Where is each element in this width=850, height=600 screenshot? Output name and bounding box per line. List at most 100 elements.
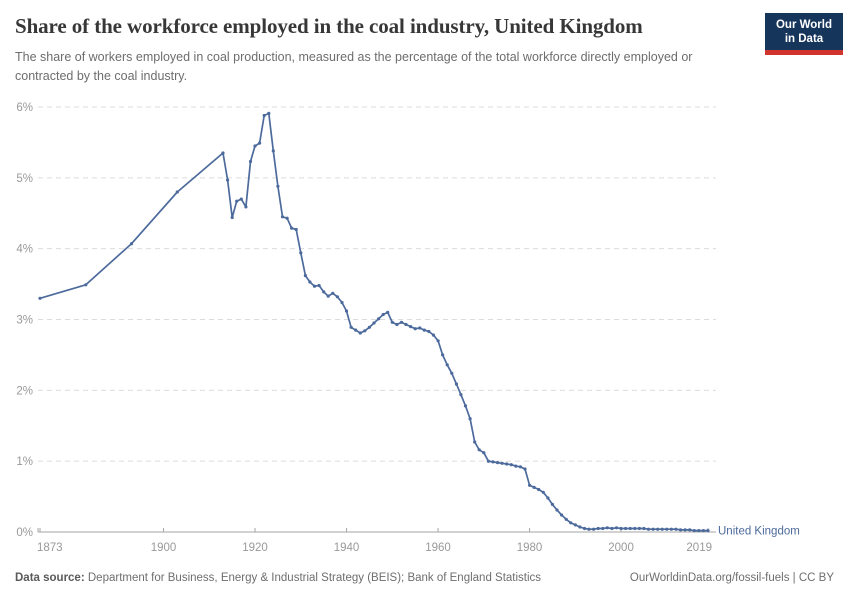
data-point-marker [377,317,381,321]
y-tick-label: 2% [16,385,33,397]
y-tick-label: 1% [16,456,33,468]
data-point-marker [175,190,179,194]
data-point-marker [335,295,339,299]
owid-logo[interactable]: Our World in Data [765,13,843,55]
data-point-marker [395,322,399,327]
data-point-marker [537,487,541,492]
data-source-text: Data source: Department for Business, En… [15,570,541,586]
data-point-marker [546,496,550,500]
data-point-marker [294,227,298,232]
data-point-marker [628,526,632,531]
data-point-marker [399,320,404,324]
data-point-marker [491,460,495,464]
data-point-marker [450,371,454,375]
data-point-marker [706,529,710,533]
data-point-marker [248,159,253,164]
data-point-marker [271,149,275,153]
data-point-marker [349,325,353,329]
owid-logo-line2: in Data [784,33,824,46]
data-point-marker [129,242,134,246]
chart-footer: Data source: Department for Business, En… [15,570,834,586]
data-point-marker [404,322,408,327]
y-tick-label: 6% [16,102,33,114]
data-point-marker [500,461,504,465]
data-point-marker [596,526,600,531]
data-point-marker [482,451,486,455]
owid-url-link[interactable]: OurWorldinData.org/fossil-fuels | CC BY [629,572,834,584]
data-point-marker [541,490,545,494]
owid-logo-line1: Our World [775,19,832,31]
data-point-marker [445,363,449,367]
data-point-marker [473,440,477,444]
data-point-marker [418,326,422,330]
data-point-marker [578,525,582,529]
data-point-marker [505,462,509,466]
data-point-marker [582,526,587,531]
data-point-marker [555,508,559,512]
chart-header: Share of the workforce employed in the c… [15,14,750,87]
data-point-marker [468,417,472,421]
data-point-marker [495,461,500,465]
data-point-marker [308,280,312,284]
data-point-marker [601,526,605,531]
data-point-marker [409,325,413,329]
data-point-marker [38,296,42,300]
data-point-marker [463,404,468,408]
data-source-label: Data source: [15,572,85,584]
data-point-marker [674,527,678,531]
data-point-marker [477,448,481,452]
data-point-marker [386,310,390,314]
data-point-marker [226,178,230,182]
data-point-marker [550,502,555,506]
data-point-marker [564,517,568,521]
data-point-marker [390,320,394,324]
x-tick-label: 1873 [37,542,63,554]
data-point-marker [262,113,266,118]
data-point-marker [569,521,573,525]
data-point-marker [427,329,431,334]
data-point-marker [605,526,609,530]
chart-subtitle: The share of workers employed in coal pr… [15,50,693,84]
data-point-marker [683,528,687,532]
data-point-marker [372,321,376,325]
data-point-marker [258,141,262,145]
data-point-marker [642,526,646,531]
data-point-marker [381,312,385,317]
data-point-marker [614,526,619,530]
data-point-marker [322,290,326,294]
data-point-marker [326,294,330,298]
data-point-marker [340,300,344,305]
data-point-marker [299,251,303,255]
data-point-marker [637,526,642,531]
data-point-marker [441,353,445,357]
data-point-marker [697,529,701,533]
data-point-marker [646,527,651,531]
data-point-marker [84,283,88,287]
y-tick-label: 0% [16,527,33,539]
data-point-marker [532,485,536,489]
data-point-marker [528,483,532,487]
x-tick-label: 2000 [608,542,634,554]
data-point-marker [413,327,417,331]
y-tick-label: 5% [16,173,33,185]
data-point-marker [459,393,463,397]
data-point-marker [422,328,426,332]
data-point-marker [678,528,683,532]
data-point-marker [244,205,248,209]
data-point-marker [688,528,692,532]
data-point-marker [363,329,367,333]
data-point-marker [523,467,527,471]
data-point-marker [358,331,362,335]
data-point-marker [486,459,490,463]
data-point-marker [669,527,674,531]
data-point-marker [587,527,591,531]
x-tick-label: 1900 [151,542,177,554]
entity-label: United Kingdom [718,526,800,538]
data-point-marker [290,226,294,230]
data-point-marker [560,513,564,517]
data-point-marker [665,527,669,531]
data-point-marker [624,526,628,531]
data-point-marker [509,463,513,467]
